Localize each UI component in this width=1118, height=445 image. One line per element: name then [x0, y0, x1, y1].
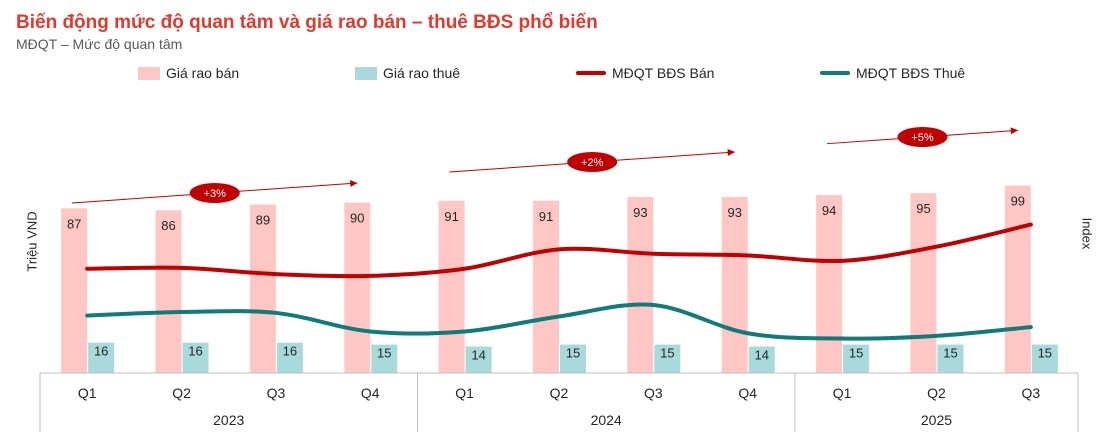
- x-group-label: 2024: [591, 412, 622, 428]
- legend-swatch: [576, 71, 606, 75]
- data-label-sale: 91: [444, 209, 458, 224]
- x-tick-label: Q1: [833, 385, 852, 401]
- trend-badge-label: +5%: [911, 132, 934, 144]
- data-label-rent: 14: [754, 348, 768, 363]
- legend-label: MĐQT BĐS Thuê: [856, 65, 966, 81]
- bar-rent-price: [465, 346, 492, 373]
- line-interest-rent: [85, 302, 1033, 341]
- trend-badge-label: +2%: [581, 157, 604, 169]
- bar-rent-price: [654, 344, 681, 373]
- x-tick-label: Q4: [361, 385, 380, 401]
- legend-swatch: [355, 66, 377, 80]
- x-tick-label: Q3: [267, 385, 286, 401]
- legend-label: Giá rao thuê: [383, 65, 461, 81]
- bar-rent-price: [560, 344, 586, 373]
- legend-swatch: [820, 71, 850, 75]
- bar-rent-price: [843, 344, 870, 373]
- legend-swatch: [138, 66, 160, 80]
- x-tick-label: Q2: [927, 385, 946, 401]
- bar-sale-price: [344, 202, 371, 373]
- data-label-rent: 15: [566, 346, 580, 361]
- x-tick-label: Q2: [550, 385, 569, 401]
- data-label-sale: 93: [633, 205, 647, 220]
- bar-sale-price: [816, 195, 843, 373]
- bar-sale-price: [721, 196, 748, 373]
- legend-label: MĐQT BĐS Bán: [612, 65, 715, 81]
- trend-arrow-head: [350, 180, 358, 187]
- bar-rent-price: [88, 342, 115, 373]
- trend-badge: [189, 183, 240, 203]
- bar-rent-price: [748, 346, 775, 373]
- legend-item-interest-rent: MĐQT BĐS Thuê: [820, 64, 965, 82]
- data-label-sale: 89: [256, 213, 270, 228]
- trend-badge: [567, 152, 618, 172]
- data-label-sale: 93: [727, 205, 741, 220]
- data-label-sale: 87: [67, 216, 81, 231]
- data-label-sale: 86: [161, 218, 175, 233]
- x-group-label: 2023: [213, 412, 244, 428]
- x-tick-label: Q2: [172, 385, 191, 401]
- data-label-rent: 15: [660, 346, 674, 361]
- data-label-sale: 94: [822, 203, 836, 218]
- bar-sale-price: [61, 208, 88, 373]
- data-label-rent: 15: [1038, 346, 1052, 361]
- x-tick-label: Q1: [455, 385, 474, 401]
- data-label-rent: 16: [94, 344, 108, 359]
- bar-sale-price: [438, 200, 465, 373]
- data-label-rent: 14: [471, 348, 485, 363]
- bar-rent-price: [1031, 344, 1058, 373]
- bar-sale-price: [910, 193, 937, 373]
- data-label-sale: 91: [539, 209, 553, 224]
- bar-rent-price: [937, 344, 964, 373]
- trend-badge: [897, 127, 948, 147]
- data-label-sale: 90: [350, 211, 364, 226]
- data-label-rent: 15: [377, 346, 391, 361]
- x-tick-label: Q4: [738, 385, 757, 401]
- chart-subtitle: MĐQT – Mức độ quan tâm: [16, 36, 183, 52]
- data-label-rent: 16: [283, 344, 297, 359]
- legend-item-interest-sale: MĐQT BĐS Bán: [576, 64, 714, 82]
- legend-item-sale-price: Giá rao bán: [138, 64, 239, 82]
- bar-rent-price: [371, 344, 398, 373]
- bar-sale-price: [627, 196, 654, 373]
- trend-badge-label: +3%: [204, 188, 227, 200]
- legend-label: Giá rao bán: [166, 65, 240, 81]
- bar-sale-price: [1004, 185, 1031, 373]
- data-label-rent: 15: [849, 346, 863, 361]
- line-interest-sale: [85, 222, 1033, 279]
- data-label-sale: 95: [916, 201, 930, 216]
- bar-rent-price: [276, 342, 303, 373]
- bar-sale-price: [249, 204, 276, 373]
- x-group-label: 2025: [921, 412, 952, 428]
- bar-rent-price: [182, 342, 209, 373]
- data-label-rent: 16: [188, 344, 202, 359]
- bar-sale-price: [155, 210, 182, 373]
- data-label-rent: 15: [943, 346, 957, 361]
- data-label-sale: 99: [1011, 194, 1025, 209]
- bar-sale-price: [533, 200, 559, 373]
- x-tick-label: Q3: [644, 385, 663, 401]
- trend-arrow-head: [727, 149, 735, 156]
- x-tick-label: Q3: [1021, 385, 1040, 401]
- x-tick-label: Q1: [78, 385, 97, 401]
- chart-title: Biến động mức độ quan tâm và giá rao bán…: [16, 12, 598, 33]
- legend-item-rent-price: Giá rao thuê: [355, 64, 460, 82]
- trend-arrow-head: [1010, 127, 1018, 135]
